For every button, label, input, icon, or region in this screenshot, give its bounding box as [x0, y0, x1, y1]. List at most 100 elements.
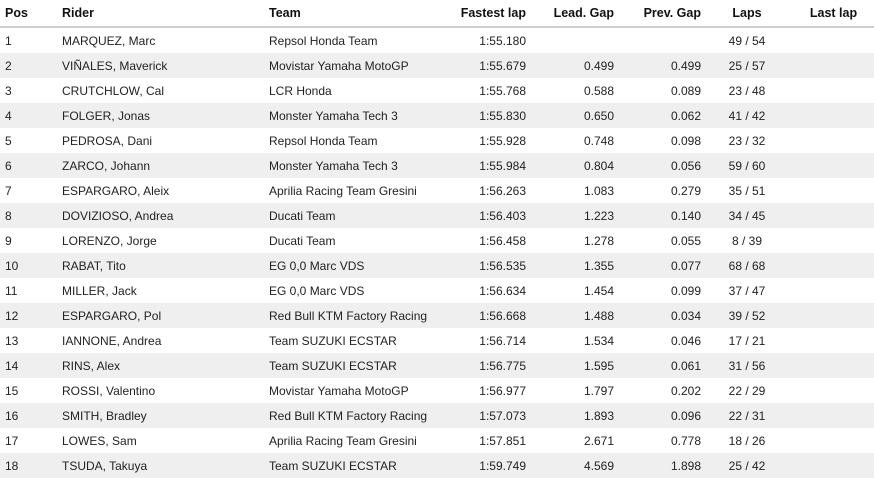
cell-rider: TSUDA, Takuya	[62, 458, 148, 473]
cell-team: Team SUZUKI ECSTAR	[269, 458, 397, 473]
cell-laps: 25 / 42	[728, 458, 766, 473]
cell-last-lap	[793, 178, 874, 203]
header-pos: Pos	[0, 0, 62, 28]
cell-team: Monster Yamaha Tech 3	[269, 108, 398, 123]
cell-last-lap	[793, 53, 874, 78]
cell-laps: 59 / 60	[728, 158, 766, 173]
cell-rider: LORENZO, Jorge	[62, 233, 157, 248]
cell-fastest-lap: 1:56.263	[479, 183, 526, 198]
header-lead-gap: Lead. Gap	[526, 0, 614, 28]
cell-team: Team SUZUKI ECSTAR	[269, 333, 397, 348]
cell-fastest-lap: 1:55.180	[479, 33, 526, 48]
cell-rider: RINS, Alex	[62, 358, 121, 373]
table-row: 15 ROSSI, Valentino Movistar Yamaha MotoGP…	[0, 378, 874, 403]
cell-lead-gap: 0.748	[583, 133, 614, 148]
cell-laps: 39 / 52	[728, 308, 766, 323]
cell-fastest-lap: 1:55.984	[479, 158, 526, 173]
cell-prev-gap: 0.096	[670, 408, 701, 423]
cell-lead-gap: 1.454	[583, 283, 614, 298]
cell-team: Ducati Team	[269, 233, 336, 248]
cell-pos: 16	[5, 408, 19, 423]
cell-prev-gap: 0.034	[670, 308, 701, 323]
cell-pos: 5	[5, 133, 12, 148]
cell-last-lap	[793, 78, 874, 103]
cell-team: EG 0,0 Marc VDS	[269, 283, 365, 298]
table-row: 12 ESPARGARO, Pol Red Bull KTM Factory Rac…	[0, 303, 874, 328]
cell-pos: 17	[5, 433, 19, 448]
cell-last-lap	[793, 203, 874, 228]
header-last-lap: Last lap	[793, 0, 874, 28]
cell-last-lap	[793, 403, 874, 428]
cell-team: Aprilia Racing Team Gresini	[269, 433, 417, 448]
cell-team: Red Bull KTM Factory Racing	[269, 308, 427, 323]
cell-rider: ZARCO, Johann	[62, 158, 151, 173]
cell-prev-gap: 0.140	[670, 208, 701, 223]
cell-laps: 41 / 42	[728, 108, 766, 123]
cell-laps: 18 / 26	[728, 433, 766, 448]
cell-team: Repsol Honda Team	[269, 33, 378, 48]
cell-pos: 8	[5, 208, 12, 223]
cell-prev-gap: 0.099	[670, 283, 701, 298]
cell-pos: 14	[5, 358, 19, 373]
cell-fastest-lap: 1:56.403	[479, 208, 526, 223]
cell-pos: 11	[5, 283, 18, 298]
cell-fastest-lap: 1:55.928	[479, 133, 526, 148]
cell-rider: CRUTCHLOW, Cal	[62, 83, 165, 98]
cell-lead-gap: 1.355	[583, 258, 614, 273]
cell-rider: ESPARGARO, Pol	[62, 308, 162, 323]
cell-pos: 2	[5, 58, 12, 73]
cell-fastest-lap: 1:56.775	[479, 358, 526, 373]
cell-fastest-lap: 1:55.830	[479, 108, 526, 123]
cell-rider: MILLER, Jack	[62, 283, 137, 298]
cell-prev-gap: 0.778	[670, 433, 701, 448]
cell-rider: PEDROSA, Dani	[62, 133, 153, 148]
cell-last-lap	[793, 228, 874, 253]
cell-lead-gap: 1.797	[583, 383, 614, 398]
cell-laps: 23 / 32	[728, 133, 766, 148]
cell-laps: 68 / 68	[728, 258, 766, 273]
cell-fastest-lap: 1:55.679	[479, 58, 526, 73]
cell-prev-gap: 0.499	[670, 58, 701, 73]
cell-fastest-lap: 1:55.768	[479, 83, 526, 98]
cell-prev-gap: 0.056	[670, 158, 701, 173]
cell-prev-gap: 1.898	[670, 458, 701, 473]
table-row: 5 PEDROSA, Dani Repsol Honda Team 1:55.928 0…	[0, 128, 874, 153]
cell-laps: 25 / 57	[728, 58, 766, 73]
cell-fastest-lap: 1:57.073	[479, 408, 526, 423]
table-row: 7 ESPARGARO, Aleix Aprilia Racing Team Gre…	[0, 178, 874, 203]
cell-laps: 35 / 51	[728, 183, 766, 198]
table-row: 4 FOLGER, Jonas Monster Yamaha Tech 3 1:55.…	[0, 103, 874, 128]
cell-lead-gap: 1.595	[583, 358, 614, 373]
header-row: Pos Rider Team Fastest lap Lead. Gap Pre…	[0, 0, 874, 28]
cell-fastest-lap: 1:57.851	[479, 433, 526, 448]
cell-fastest-lap: 1:56.634	[479, 283, 526, 298]
cell-rider: LOWES, Sam	[62, 433, 137, 448]
cell-last-lap	[793, 328, 874, 353]
table-row: 3 CRUTCHLOW, Cal LCR Honda 1:55.768 0.588 0.0…	[0, 78, 874, 103]
cell-pos: 4	[5, 108, 12, 123]
cell-pos: 3	[5, 83, 12, 98]
cell-prev-gap: 0.055	[670, 233, 701, 248]
cell-lead-gap: 4.569	[583, 458, 614, 473]
cell-pos: 1	[5, 33, 12, 48]
cell-lead-gap	[526, 27, 614, 53]
cell-rider: ROSSI, Valentino	[62, 383, 156, 398]
cell-prev-gap: 0.061	[670, 358, 701, 373]
cell-team: Red Bull KTM Factory Racing	[269, 408, 427, 423]
cell-last-lap	[793, 253, 874, 278]
cell-last-lap	[793, 103, 874, 128]
cell-last-lap	[793, 303, 874, 328]
cell-prev-gap: 0.046	[670, 333, 701, 348]
cell-pos: 6	[5, 158, 12, 173]
cell-rider: SMITH, Bradley	[62, 408, 147, 423]
cell-lead-gap: 1.534	[583, 333, 614, 348]
cell-laps: 34 / 45	[728, 208, 766, 223]
table-row: 14 RINS, Alex Team SUZUKI ECSTAR 1:56.775 1.…	[0, 353, 874, 378]
cell-laps: 22 / 29	[728, 383, 766, 398]
cell-lead-gap: 1.893	[583, 408, 614, 423]
table-row: 6 ZARCO, Johann Monster Yamaha Tech 3 1:55.…	[0, 153, 874, 178]
cell-lead-gap: 2.671	[583, 433, 614, 448]
cell-pos: 7	[5, 183, 12, 198]
cell-fastest-lap: 1:56.535	[479, 258, 526, 273]
table-row: 16 SMITH, Bradley Red Bull KTM Factory Rac…	[0, 403, 874, 428]
